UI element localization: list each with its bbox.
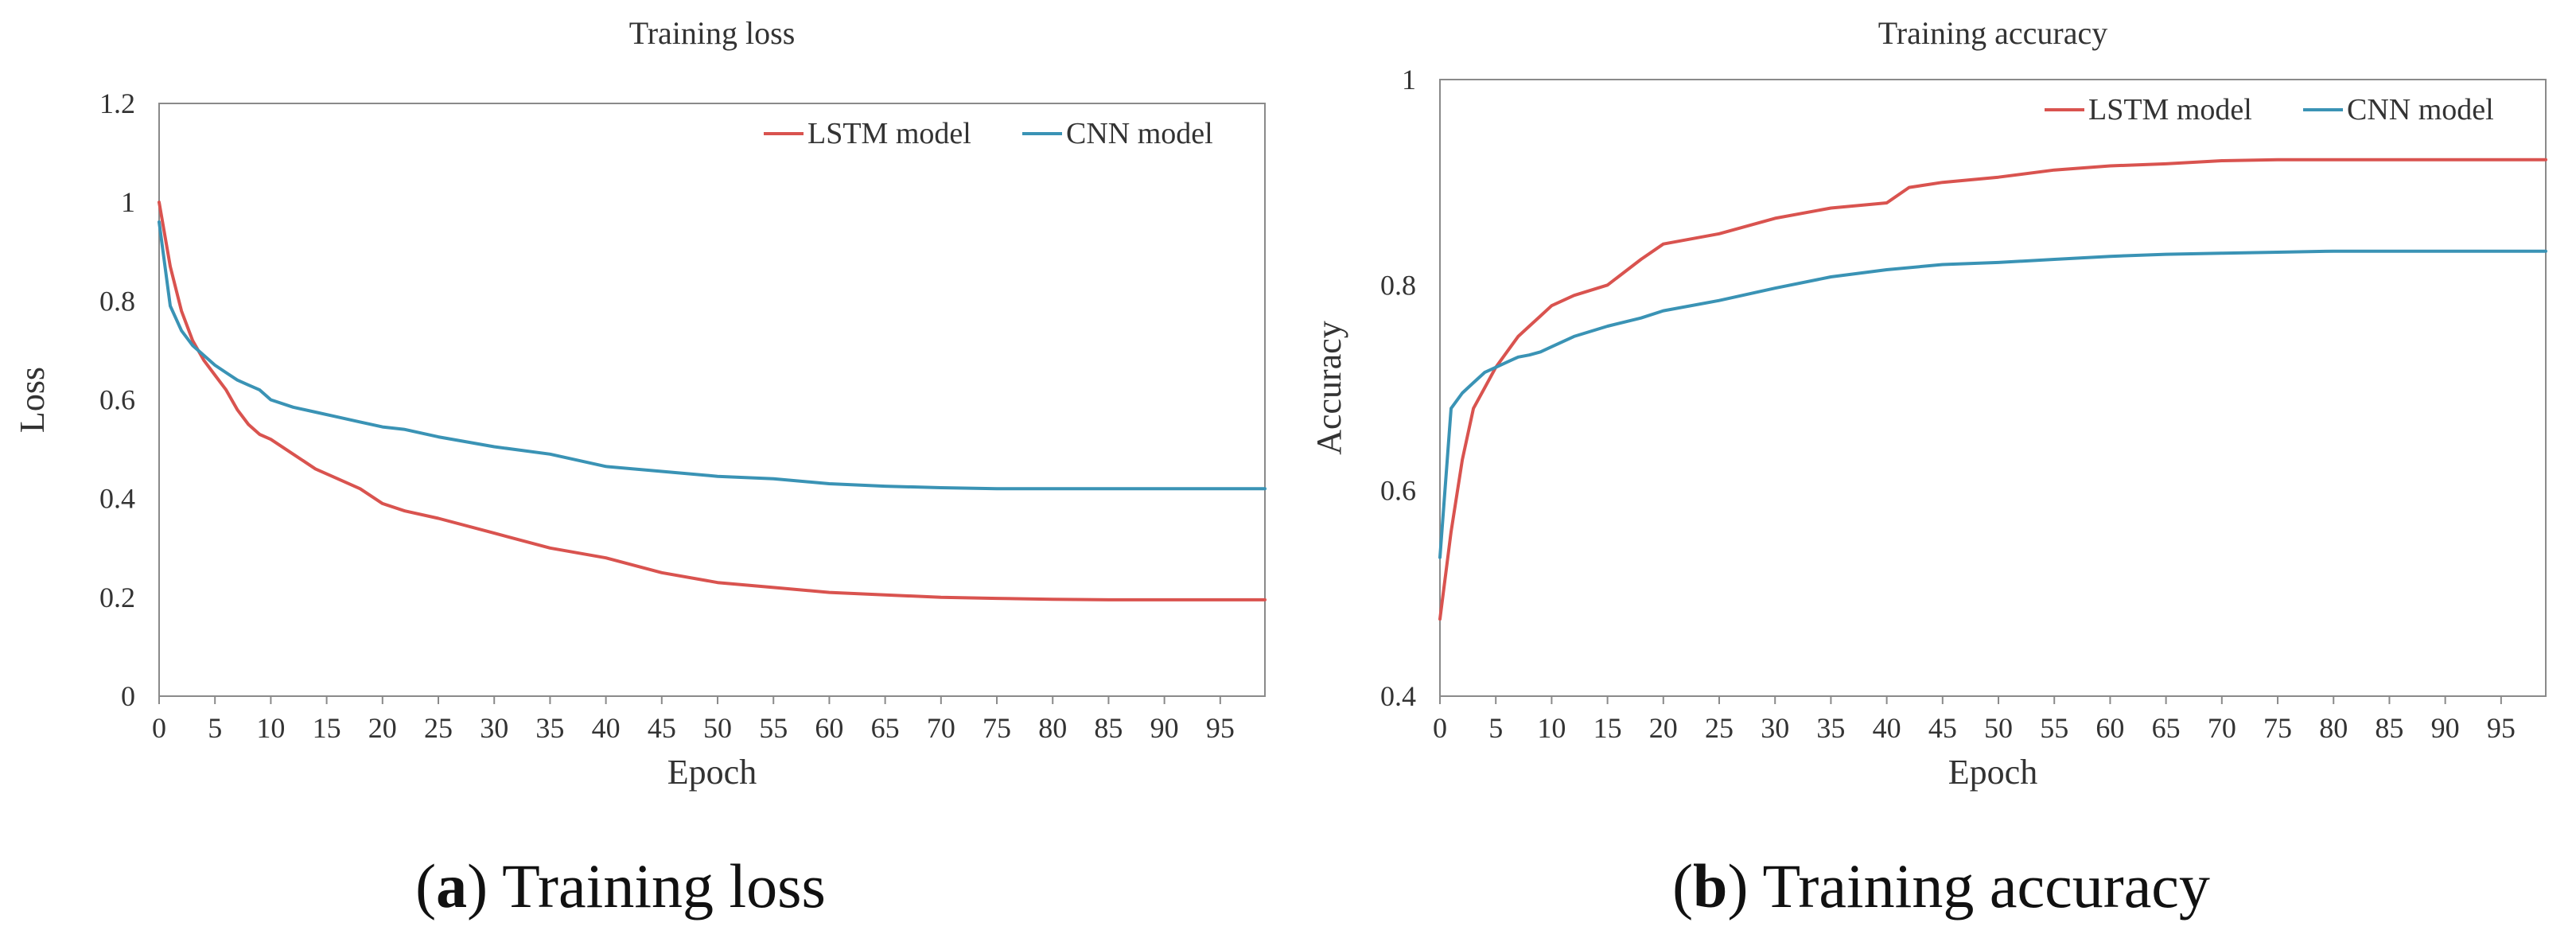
chart2-x-tick-label: 90 <box>2431 712 2460 744</box>
chart1-x-tick-label: 65 <box>871 712 900 744</box>
chart1-caption: (a) Training loss <box>415 851 826 921</box>
chart2-y-axis-label: Accuracy <box>1309 321 1348 455</box>
chart1-x-tick-label: 95 <box>1206 712 1235 744</box>
caption-close-paren: ) <box>467 851 502 921</box>
caption-letter: a <box>436 851 467 921</box>
chart2-y-tick-label: 0.6 <box>1380 475 1416 507</box>
caption-letter: b <box>1693 851 1727 921</box>
chart2-series-cnn-model <box>1438 249 2547 559</box>
chart1-x-tick-label: 60 <box>815 712 843 744</box>
chart2-x-tick-label: 80 <box>2319 712 2348 744</box>
chart1-y-tick-label: 1.2 <box>99 88 135 119</box>
chart1-x-tick-label: 0 <box>152 712 166 744</box>
chart2-x-tick-label: 75 <box>2263 712 2292 744</box>
chart2-x-tick-label: 70 <box>2208 712 2236 744</box>
chart1-x-tick-label: 10 <box>256 712 285 744</box>
chart1-x-tick-label: 15 <box>313 712 341 744</box>
chart2-x-tick-label: 35 <box>1816 712 1845 744</box>
chart1-y-tick-label: 0.4 <box>99 483 135 515</box>
chart2-series-lstm-model <box>1438 158 2547 621</box>
chart1-x-tick-label: 55 <box>759 712 788 744</box>
chart1-x-tick-label: 45 <box>648 712 676 744</box>
chart1-x-tick-label: 70 <box>927 712 955 744</box>
chart1-x-tick-label: 90 <box>1150 712 1179 744</box>
chart2-legend-label: LSTM model <box>2088 93 2252 127</box>
chart1-x-tick-label: 25 <box>424 712 453 744</box>
chart1-x-tick-label: 5 <box>208 712 222 744</box>
chart2-y-tick-label: 1 <box>1402 64 1416 95</box>
chart2-x-tick-label: 45 <box>1928 712 1957 744</box>
chart2-title: Training accuracy <box>1878 15 2107 51</box>
chart1-x-tick-label: 30 <box>480 712 508 744</box>
chart2-x-tick-label: 20 <box>1649 712 1678 744</box>
caption-open-paren: ( <box>1672 851 1693 921</box>
chart1-y-tick-label: 0.8 <box>99 285 135 317</box>
chart1-x-tick-label: 85 <box>1094 712 1123 744</box>
chart1-y-axis-label: Loss <box>13 367 52 433</box>
chart1-y-tick-label: 0.6 <box>99 384 135 416</box>
chart2-plot-area <box>1439 79 2547 697</box>
chart2-x-tick-label: 0 <box>1433 712 1447 744</box>
chart1-legend-label: CNN model <box>1066 117 1213 150</box>
chart1-x-axis-label: Epoch <box>667 753 757 792</box>
chart2-x-tick-label: 5 <box>1488 712 1503 744</box>
chart1-x-tick-label: 35 <box>535 712 564 744</box>
chart2-x-tick-label: 55 <box>2040 712 2068 744</box>
chart1-y-tick-label: 0 <box>121 680 135 712</box>
caption-close-paren: ) <box>1727 851 1762 921</box>
chart1-y-tick-label: 0.2 <box>99 582 135 613</box>
chart2-x-tick-label: 60 <box>2095 712 2124 744</box>
chart2-y-tick-label: 0.8 <box>1380 269 1416 301</box>
caption-open-paren: ( <box>415 851 436 921</box>
chart1-x-tick-label: 75 <box>983 712 1011 744</box>
caption-text: Training accuracy <box>1763 851 2210 921</box>
chart1: Training loss 0 0.2 0.4 0.6 0.8 1 1.2 0 5 10 15 20 25… <box>13 15 1267 921</box>
chart2-legend-label: CNN model <box>2347 93 2494 127</box>
chart2-x-tick-label: 65 <box>2152 712 2181 744</box>
chart1-legend-label: LSTM model <box>807 117 971 150</box>
chart1-title: Training loss <box>629 15 796 51</box>
caption-text: Training loss <box>502 851 826 921</box>
chart2-x-tick-label: 30 <box>1761 712 1789 744</box>
chart1-y-tick-label: 1 <box>121 186 135 218</box>
chart2-x-tick-label: 10 <box>1537 712 1566 744</box>
chart1-plot-area <box>158 103 1266 697</box>
chart2-x-tick-label: 25 <box>1705 712 1734 744</box>
chart1-x-tick-label: 50 <box>703 712 732 744</box>
chart1-x-tick-label: 40 <box>592 712 621 744</box>
chart2-x-tick-label: 50 <box>1984 712 2013 744</box>
chart2-x-axis-label: Epoch <box>1948 753 2037 792</box>
chart2-x-tick-label: 95 <box>2487 712 2516 744</box>
chart2-y-tick-label: 0.4 <box>1380 680 1416 712</box>
chart1-x-tick-label: 80 <box>1038 712 1067 744</box>
chart1-x-tick-label: 20 <box>368 712 397 744</box>
chart2-x-tick-label: 85 <box>2375 712 2403 744</box>
chart1-series-lstm-model <box>158 200 1267 601</box>
chart2-caption: (b) Training accuracy <box>1672 851 2210 921</box>
chart1-series-cnn-model <box>158 220 1267 491</box>
chart2-x-tick-label: 15 <box>1593 712 1622 744</box>
chart2-x-tick-label: 40 <box>1873 712 1901 744</box>
